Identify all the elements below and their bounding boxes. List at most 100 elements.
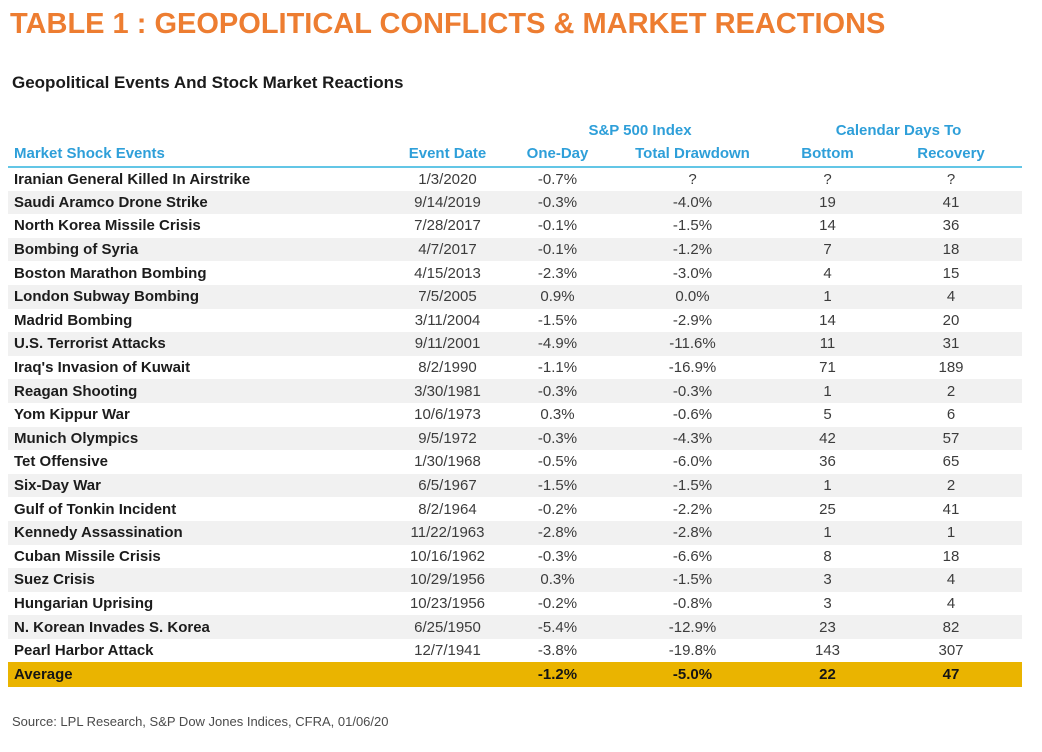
total-drawdown-cell: ?: [688, 170, 697, 188]
total-drawdown-cell: -1.2%: [672, 241, 713, 259]
event-name-cell: Yom Kippur War: [14, 406, 130, 424]
group-header-calendar-days-to: Calendar Days To: [835, 122, 962, 139]
one-day-cell: -4.9%: [537, 335, 578, 353]
table-footer: Average -1.2% -5.0% 22 47: [8, 662, 1023, 688]
event-name-cell: Bombing of Syria: [14, 241, 139, 259]
one-day-cell: -1.5%: [537, 477, 578, 495]
bottom-cell: 23: [819, 618, 836, 636]
table-subtitle: Geopolitical Events And Stock Market Rea…: [12, 73, 404, 92]
event-date-cell: 12/7/1941: [414, 642, 481, 660]
recovery-cell: 4: [946, 571, 956, 589]
table-row: Hungarian Uprising 10/23/1956 -0.2% -0.8…: [8, 592, 1022, 616]
total-drawdown-cell: -12.9%: [668, 618, 717, 636]
event-date-cell: 10/6/1973: [414, 406, 481, 424]
event-name-cell: U.S. Terrorist Attacks: [14, 335, 166, 353]
bottom-cell: 8: [823, 547, 832, 565]
one-day-cell: -2.8%: [537, 524, 578, 542]
recovery-cell: 4: [946, 288, 956, 306]
total-drawdown-cell: -0.3%: [672, 382, 713, 400]
col-header-one-day: One-Day: [505, 141, 610, 168]
one-day-cell: -0.3%: [537, 382, 578, 400]
page: TABLE 1 : GEOPOLITICAL CONFLICTS & MARKE…: [0, 8, 1042, 752]
bottom-cell: 143: [814, 642, 841, 660]
bottom-cell: 71: [819, 359, 836, 377]
table-row: Cuban Missile Crisis 10/16/1962 -0.3% -6…: [8, 545, 1022, 569]
col-header-total-drawdown: Total Drawdown: [610, 141, 775, 168]
table-row: Six-Day War 6/5/1967 -1.5% -1.5% 1 2: [8, 473, 1023, 498]
bottom-cell: 36: [819, 453, 836, 471]
recovery-cell: 2: [946, 382, 956, 400]
table-row: Suez Crisis 10/29/1956 0.3% -1.5% 3 4: [8, 568, 1023, 592]
one-day-cell: -0.2%: [537, 594, 578, 612]
average-one-day-cell: -1.2%: [505, 662, 610, 688]
event-name-cell: Gulf of Tonkin Incident: [14, 500, 177, 518]
table-row: Kennedy Assassination 11/22/1963 -2.8% -…: [8, 520, 1023, 545]
recovery-cell: 1: [946, 524, 956, 542]
bottom-cell: 4: [823, 264, 832, 282]
bottom-cell: 14: [819, 217, 836, 235]
event-date-cell: 6/5/1967: [418, 477, 477, 495]
table-row: Boston Marathon Bombing 4/15/2013 -2.3% …: [8, 261, 1022, 285]
total-drawdown-cell: -1.5%: [672, 477, 713, 495]
one-day-cell: -0.3%: [537, 193, 578, 211]
bottom-cell: 3: [823, 594, 832, 612]
bottom-cell: 1: [823, 477, 832, 495]
one-day-cell: -0.3%: [537, 429, 578, 447]
bottom-cell: 1: [823, 288, 832, 306]
source-note: Source: LPL Research, S&P Dow Jones Indi…: [12, 714, 389, 730]
event-name-cell: N. Korean Invades S. Korea: [14, 618, 210, 636]
group-header-spacer: [390, 115, 505, 141]
total-drawdown-cell: -4.3%: [672, 429, 713, 447]
recovery-cell: 41: [942, 193, 960, 211]
total-drawdown-cell: -1.5%: [672, 217, 713, 235]
group-header-spacer: [8, 115, 390, 141]
event-date-cell: 3/30/1981: [414, 382, 481, 400]
total-drawdown-cell: -0.6%: [672, 406, 713, 424]
col-header-market-shock-events: Market Shock Events: [8, 141, 390, 168]
one-day-cell: -5.4%: [537, 618, 578, 636]
event-date-cell: 9/14/2019: [414, 193, 481, 211]
event-date-cell: 4/15/2013: [414, 264, 481, 282]
event-date-cell: 6/25/1950: [414, 618, 481, 636]
one-day-cell: -0.1%: [537, 217, 578, 235]
event-name-cell: Hungarian Uprising: [14, 594, 154, 612]
one-day-cell: -0.3%: [537, 547, 578, 565]
recovery-cell: ?: [946, 170, 956, 188]
recovery-cell: 20: [942, 311, 960, 329]
event-name-cell: Six-Day War: [14, 477, 101, 495]
table-row: N. Korean Invades S. Korea 6/25/1950 -5.…: [8, 615, 1023, 639]
event-date-cell: 8/2/1990: [418, 359, 477, 377]
average-total-drawdown-cell: -5.0%: [610, 662, 775, 688]
recovery-cell: 41: [942, 500, 960, 518]
total-drawdown-cell: -2.8%: [672, 524, 713, 542]
event-name-cell: Saudi Aramco Drone Strike: [14, 193, 208, 211]
col-header-bottom: Bottom: [775, 141, 880, 168]
recovery-cell: 307: [938, 642, 964, 660]
one-day-cell: -0.5%: [537, 453, 578, 471]
total-drawdown-cell: -2.2%: [672, 500, 713, 518]
one-day-cell: -1.1%: [537, 359, 578, 377]
event-date-cell: 10/16/1962: [409, 547, 486, 565]
event-name-cell: Cuban Missile Crisis: [14, 547, 161, 565]
table-row: Yom Kippur War 10/6/1973 0.3% -0.6% 5 6: [8, 403, 1022, 427]
table-row: London Subway Bombing 7/5/2005 0.9% 0.0%…: [8, 284, 1023, 309]
recovery-cell: 18: [942, 547, 960, 565]
event-date-cell: 7/5/2005: [418, 288, 477, 306]
event-date-cell: 8/2/1964: [418, 500, 477, 518]
one-day-cell: 0.3%: [540, 571, 575, 589]
one-day-cell: -0.2%: [537, 500, 578, 518]
recovery-cell: 65: [942, 453, 960, 471]
table-row: U.S. Terrorist Attacks 9/11/2001 -4.9% -…: [8, 332, 1023, 356]
column-header-row: Market Shock Events Event Date One-Day T…: [8, 141, 1023, 168]
table-row: Pearl Harbor Attack 12/7/1941 -3.8% -19.…: [8, 639, 1022, 663]
recovery-cell: 2: [946, 477, 956, 495]
total-drawdown-cell: -19.8%: [668, 642, 717, 660]
recovery-cell: 15: [942, 264, 960, 282]
event-date-cell: 1/3/2020: [418, 170, 477, 188]
total-drawdown-cell: 0.0%: [675, 288, 710, 306]
event-name-cell: Tet Offensive: [14, 453, 108, 471]
average-bottom-cell: 22: [775, 662, 880, 688]
col-header-event-date: Event Date: [390, 141, 505, 168]
recovery-cell: 18: [942, 241, 960, 259]
event-name-cell: Kennedy Assassination: [14, 524, 183, 542]
